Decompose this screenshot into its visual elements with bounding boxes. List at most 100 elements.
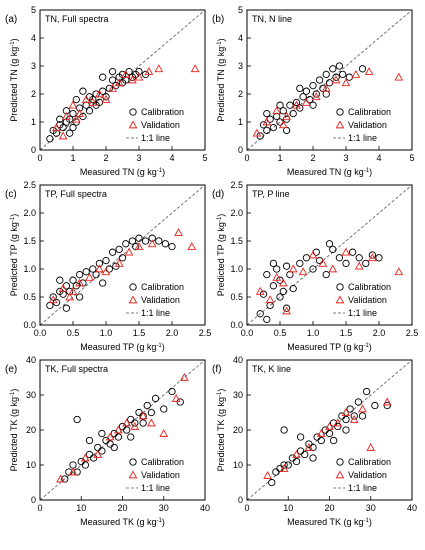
validation-point xyxy=(292,100,301,109)
calibration-point xyxy=(77,457,85,466)
calibration-point xyxy=(282,304,291,312)
panel-title: TP, Full spectra xyxy=(45,189,107,199)
calibration-point xyxy=(98,429,106,438)
calibration-point xyxy=(322,70,330,79)
validation-point xyxy=(262,117,272,126)
calibration-point xyxy=(272,468,280,476)
validation-point xyxy=(366,442,376,451)
calibration-point xyxy=(296,84,304,93)
calibration-point xyxy=(346,405,354,413)
x-tick-label: 2 xyxy=(103,153,108,163)
validation-point xyxy=(263,470,272,479)
y-tick-label: 3 xyxy=(238,61,243,71)
chart-panel-b: 0 1 2 3 4 5 0 1 2 3 4 5 Measured TN (g kg-1) Predicte… xyxy=(212,5,415,177)
calibration-point xyxy=(85,436,94,445)
y-tick-label: 1.0 xyxy=(230,264,243,274)
legend-calibration-label: Calibration xyxy=(348,107,391,117)
y-tick-label: 0.0 xyxy=(23,320,36,330)
calibration-point xyxy=(95,259,104,268)
calibration-point xyxy=(371,401,379,410)
calibration-point xyxy=(345,73,353,81)
y-tick-label: 1 xyxy=(31,117,36,127)
panel-letter: (b) xyxy=(212,14,224,25)
validation-point xyxy=(159,428,169,437)
calibration-point xyxy=(342,259,350,268)
validation-point xyxy=(68,467,78,476)
calibration-point xyxy=(313,433,321,441)
validation-point xyxy=(325,421,334,430)
validation-point xyxy=(171,393,181,402)
validation-point xyxy=(62,111,71,120)
calibration-point xyxy=(269,259,278,268)
validation-point xyxy=(114,258,124,267)
validation-point xyxy=(147,239,157,248)
one-to-one-line xyxy=(246,9,413,151)
validation-point xyxy=(68,286,78,295)
calibration-point xyxy=(46,135,54,143)
calibration-point xyxy=(98,447,106,455)
chart-panel-d: 0.0 0.5 1.0 1.5 2.0 2.5 0.0 0.5 1.0 1.5 2.0 2.5 Meas… xyxy=(212,180,418,352)
validation-point xyxy=(279,463,289,472)
chart-panel-a: 0 1 2 3 4 5 0 1 2 3 4 5 Measured TN (g kg-1) Predicte… xyxy=(5,5,208,177)
calibration-point xyxy=(75,293,84,301)
calibration-point xyxy=(325,79,334,87)
x-axis-label: Measured TN (g kg-1) xyxy=(287,167,372,177)
validation-point xyxy=(308,250,318,259)
panel-letter: (e) xyxy=(5,364,17,375)
validation-point xyxy=(341,407,351,416)
validation-point xyxy=(341,78,351,87)
chart-panel-e: 0 10 20 30 40 0 10 20 30 40 Measured TK (g kg-1) Pr… xyxy=(5,355,210,527)
calibration-point xyxy=(69,276,77,284)
validation-point xyxy=(333,418,343,427)
x-tick-label: 40 xyxy=(407,503,417,513)
validation-point xyxy=(101,95,111,103)
calibration-point xyxy=(99,73,107,81)
x-axis-label: Measured TK (g kg-1) xyxy=(80,517,165,527)
calibration-point xyxy=(339,70,347,79)
calibration-point xyxy=(279,287,287,296)
y-tick-label: 1.0 xyxy=(23,264,36,274)
validation-point xyxy=(101,267,111,276)
calibration-point xyxy=(282,262,291,270)
x-tick-label: 1.5 xyxy=(133,328,146,338)
legend-line-label: 1:1 line xyxy=(141,483,170,493)
calibration-point xyxy=(284,461,292,469)
x-tick-label: 0 xyxy=(37,503,42,513)
legend-validation-marker xyxy=(128,470,138,479)
calibration-point xyxy=(296,259,304,268)
calibration-point xyxy=(89,454,98,462)
validation-point xyxy=(81,95,91,103)
calibration-point xyxy=(114,433,123,441)
legend-calibration-marker xyxy=(336,458,344,466)
validation-point xyxy=(58,131,68,140)
x-axis-label: Measured TP (g kg-1) xyxy=(80,342,165,352)
calibration-point xyxy=(102,256,110,265)
calibration-point xyxy=(383,401,391,410)
validation-point xyxy=(292,449,301,458)
y-tick-label: 0 xyxy=(31,145,36,155)
calibration-point xyxy=(110,443,118,452)
calibration-point xyxy=(135,408,143,417)
calibration-point xyxy=(309,454,317,462)
validation-point xyxy=(351,69,361,78)
plot-frame xyxy=(39,184,206,326)
x-axis-label: Measured TN (g kg-1) xyxy=(80,167,165,177)
calibration-point xyxy=(273,112,281,121)
calibration-point xyxy=(317,436,325,445)
validation-point xyxy=(71,114,81,123)
calibration-point xyxy=(301,450,309,459)
validation-point xyxy=(121,69,131,78)
validation-point xyxy=(144,67,154,75)
calibration-point xyxy=(118,254,127,262)
legend-line-label: 1:1 line xyxy=(348,308,377,318)
calibration-point xyxy=(286,101,294,109)
plot-frame xyxy=(246,9,413,151)
x-tick-label: 1.0 xyxy=(100,328,113,338)
y-axis-label: Predicted TN (g kg-1) xyxy=(9,38,19,121)
x-tick-label: 0 xyxy=(244,153,249,163)
validation-point xyxy=(95,89,104,98)
calibration-point xyxy=(89,265,97,273)
y-tick-label: 0.5 xyxy=(230,292,243,302)
calibration-point xyxy=(49,293,57,301)
calibration-point xyxy=(302,87,311,95)
